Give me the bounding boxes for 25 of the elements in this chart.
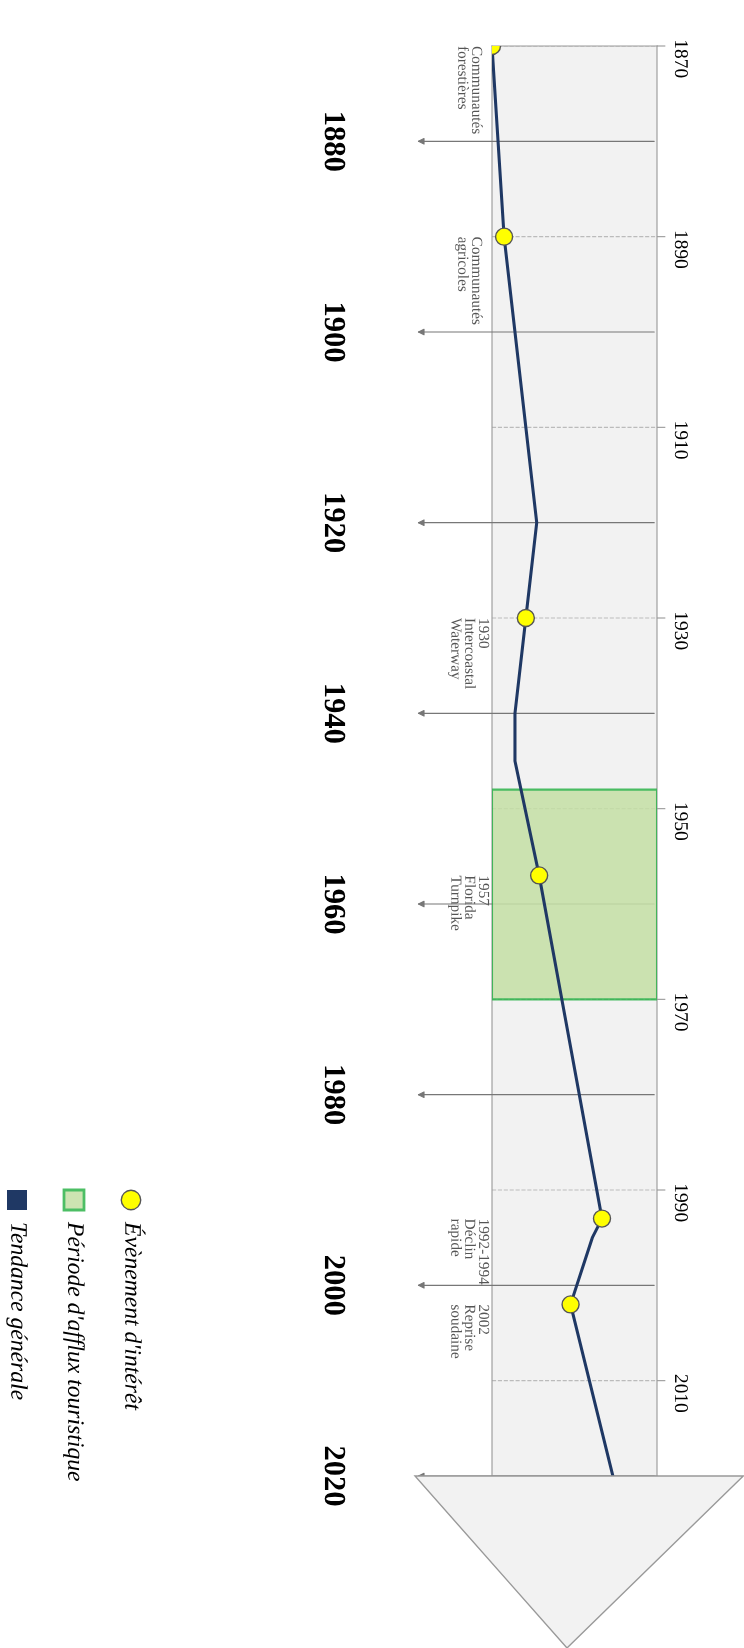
y-tick-label: 2020 [324,1446,346,1506]
y-tick-label: 1980 [324,1066,346,1125]
y-tick-label: 1880 [324,113,346,171]
y-tick-label: 1920 [324,494,346,553]
text: 1930 Intercoastal Waterway [448,618,490,689]
text: Communautés agricoles [455,237,483,325]
y2-tick-label: 2010 [674,1374,688,1413]
legend-label: Tendance générale [6,1223,28,1400]
y2-tick-label: 1910 [674,422,688,459]
y2-tick-label: 1990 [674,1184,688,1222]
legend-label: Évènement d'intérêt [125,1221,146,1411]
y2-tick-label: 1950 [674,803,688,841]
y2-tick-label: 1970 [674,994,688,1031]
text: 2002 Reprise soudaine [451,1304,490,1359]
y-tick-label: 1960 [324,875,346,934]
y-tick-label: 1900 [324,303,346,362]
y2-tick-label: 1930 [674,612,688,650]
y2-tick-label: 1890 [674,231,688,269]
text: 1992-1994 Déclin rapide [448,1218,490,1285]
text: Communautés forestières [458,46,483,134]
legend-label: Période d'afflux touristique [63,1221,85,1481]
y-tick-label: 2000 [324,1256,346,1315]
y-tick-label: 1940 [324,685,346,743]
text: 1957 Florida Turnpike [448,875,490,931]
y2-tick-label: 1870 [674,40,688,78]
